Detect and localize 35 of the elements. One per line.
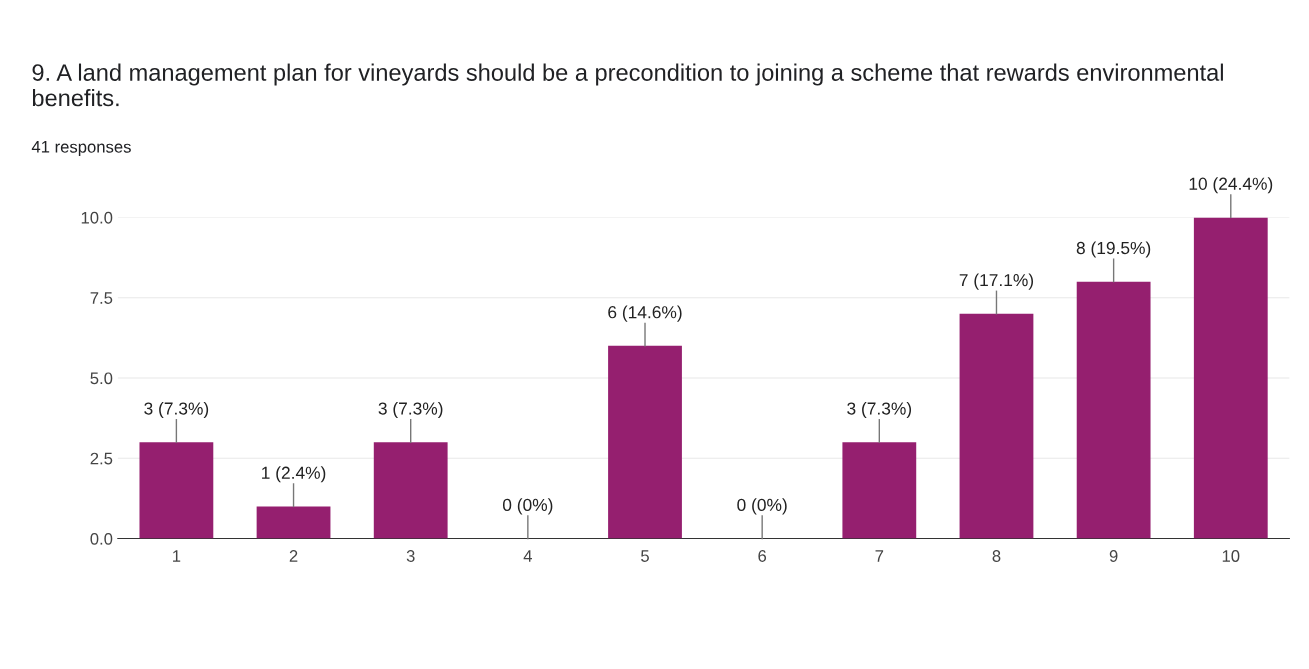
data-label: 10 (24.4%): [1189, 177, 1273, 194]
data-label: 3 (7.3%): [847, 401, 912, 419]
x-tick-label: 10: [1222, 550, 1240, 562]
bar: [139, 442, 214, 539]
data-label: 6 (14.6%): [608, 305, 682, 322]
data-label: 0 (0%): [502, 498, 553, 515]
data-label: 0 (0%): [737, 498, 787, 515]
bar: [842, 442, 917, 539]
bar: [608, 345, 682, 539]
bar: [959, 313, 1034, 539]
y-tick-label: 2.5: [90, 452, 113, 465]
chart-subtitle: 41 responses: [31, 141, 131, 157]
x-tick-label: 6: [758, 550, 767, 562]
data-label: 3 (7.3%): [378, 401, 443, 419]
x-tick-label: 5: [641, 550, 649, 562]
data-label: 8 (19.5%): [1076, 241, 1151, 258]
y-tick-label: 0.0: [90, 532, 113, 545]
x-tick-label: 1: [173, 550, 181, 562]
y-tick-label: 10.0: [81, 211, 113, 224]
y-tick-label: 5.0: [90, 372, 113, 385]
x-tick-label: 2: [289, 550, 298, 562]
x-tick-label: 4: [523, 550, 532, 562]
data-label: 3 (7.3%): [144, 401, 209, 419]
chart-title: 9. A land management plan for vineyards should be a precondition to joining a scheme that rewards environmental benefits.: [32, 63, 1223, 107]
bar: [373, 442, 448, 539]
x-tick-label: 9: [1109, 550, 1118, 562]
data-label: 7 (17.1%): [959, 273, 1034, 290]
y-tick-label: 7.5: [90, 292, 113, 304]
x-tick-label: 8: [992, 550, 1001, 562]
x-tick-label: 7: [875, 550, 884, 562]
bar: [1193, 217, 1268, 539]
x-tick-label: 3: [406, 550, 415, 562]
bar: [1076, 281, 1151, 539]
bar: [256, 506, 331, 539]
data-label: 1 (2.4%): [262, 466, 326, 483]
